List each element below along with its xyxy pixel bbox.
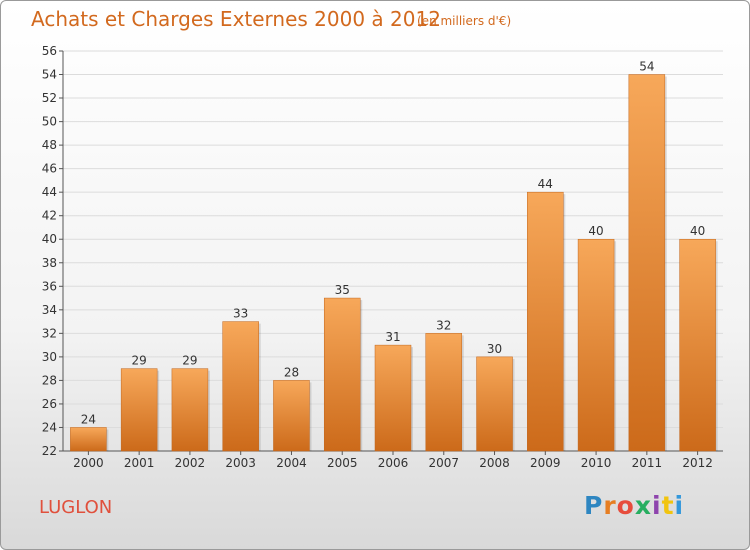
chart-unit: (en milliers d'€) <box>417 14 512 28</box>
bar <box>70 427 107 452</box>
logo-letter: r <box>603 491 617 520</box>
y-tick-label: 34 <box>42 303 57 317</box>
x-tick-label: 2011 <box>632 456 663 470</box>
bar <box>527 191 564 452</box>
y-tick-label: 42 <box>42 209 57 223</box>
logo-letter: t <box>661 491 675 520</box>
y-tick-label: 54 <box>42 68 57 82</box>
logo-letter: x <box>634 491 652 520</box>
place-name: LUGLON <box>39 497 113 518</box>
y-tick-label: 22 <box>42 444 57 458</box>
bar-value-label: 28 <box>284 365 299 379</box>
logo-letter: i <box>674 491 685 520</box>
x-tick-label: 2004 <box>276 456 307 470</box>
logo-letter: o <box>616 491 635 520</box>
bar-value-label: 29 <box>182 354 197 368</box>
bar <box>577 238 615 452</box>
x-tick-label: 2005 <box>327 456 358 470</box>
bar <box>120 368 158 452</box>
y-tick-label: 28 <box>42 373 57 387</box>
x-tick-label: 2009 <box>530 456 561 470</box>
logo-letter: i <box>652 491 662 520</box>
y-tick-label: 56 <box>42 44 57 58</box>
y-tick-label: 46 <box>42 162 57 176</box>
y-tick-label: 50 <box>42 115 57 129</box>
x-tick-label: 2002 <box>175 456 206 470</box>
bar <box>476 356 513 452</box>
bar-value-label: 40 <box>690 224 705 238</box>
bar-value-label: 35 <box>335 283 350 297</box>
bar <box>323 297 361 452</box>
data-labels: 24 29 29 33 28 35 31 32 30 44 40 54 40 <box>81 60 706 427</box>
bar <box>273 380 310 452</box>
bar-value-label: 31 <box>385 330 400 344</box>
bars <box>70 74 718 452</box>
x-tick-label: 2006 <box>378 456 409 470</box>
bar-value-label: 54 <box>639 60 654 74</box>
bar <box>679 238 716 452</box>
x-tick-label: 2001 <box>124 456 155 470</box>
bar-value-label: 29 <box>132 354 147 368</box>
y-tick-label: 44 <box>42 185 57 199</box>
y-tick-label: 24 <box>42 420 57 434</box>
x-tick-labels: 2000 2001 2002 2003 2004 2005 2006 2007 2008 2009… <box>73 456 713 470</box>
bar <box>425 333 463 452</box>
y-tick-label: 38 <box>42 256 57 270</box>
proxiti-logo: Proxiti <box>584 491 684 520</box>
y-tick-label: 40 <box>42 232 57 246</box>
bar-value-label: 33 <box>233 307 248 321</box>
y-tick-label: 52 <box>42 91 57 105</box>
chart-title: Achats et Charges Externes 2000 à 2012 <box>31 7 441 31</box>
x-tick-label: 2012 <box>682 456 713 470</box>
y-tick-label: 26 <box>42 397 57 411</box>
x-tick-label: 2007 <box>428 456 459 470</box>
bar-value-label: 24 <box>81 412 96 426</box>
y-tick-label: 32 <box>42 326 57 340</box>
bar <box>171 368 209 452</box>
bar-value-label: 40 <box>588 224 603 238</box>
bar <box>628 74 666 452</box>
y-tick-label: 30 <box>42 350 57 364</box>
x-tick-label: 2003 <box>225 456 256 470</box>
y-tick-labels: 22 24 26 28 30 32 34 36 38 40 42 44 46 48 50 52 54 56 <box>42 44 57 458</box>
bar-value-label: 30 <box>487 342 502 356</box>
logo-letter: P <box>584 491 604 520</box>
x-tick-label: 2010 <box>581 456 612 470</box>
x-tick-label: 2000 <box>73 456 104 470</box>
y-tick-label: 36 <box>42 279 57 293</box>
bar-value-label: 44 <box>538 177 553 191</box>
bar <box>222 321 259 452</box>
x-tick-label: 2008 <box>479 456 510 470</box>
y-tick-label: 48 <box>42 138 57 152</box>
bar <box>374 344 412 452</box>
bar-value-label: 32 <box>436 318 451 332</box>
